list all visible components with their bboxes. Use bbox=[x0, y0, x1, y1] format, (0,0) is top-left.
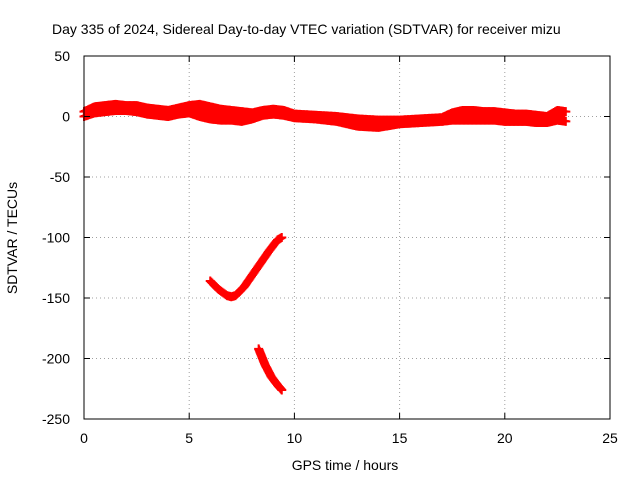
y-tick-label: -100 bbox=[42, 230, 70, 246]
x-tick-label: 20 bbox=[497, 430, 513, 446]
chart-title: Day 335 of 2024, Sidereal Day-to-day VTE… bbox=[52, 21, 561, 37]
x-tick-label: 25 bbox=[602, 430, 618, 446]
y-tick-label: -200 bbox=[42, 351, 70, 367]
data-point-series-2 bbox=[561, 116, 571, 126]
x-tick-label: 0 bbox=[80, 430, 88, 446]
y-tick-label: 0 bbox=[62, 109, 70, 125]
y-tick-label: -50 bbox=[50, 169, 70, 185]
x-tick-label: 15 bbox=[392, 430, 408, 446]
x-axis-label: GPS time / hours bbox=[292, 457, 399, 473]
y-tick-label: -150 bbox=[42, 290, 70, 306]
y-axis-label: SDTVAR / TECUs bbox=[4, 182, 20, 294]
data-point-series-4 bbox=[277, 385, 287, 395]
y-tick-label: 50 bbox=[54, 48, 70, 64]
axis-ticks: 0 5 10 15 20 25 50 0 -50 -100 -150 -200 -250 bbox=[42, 48, 618, 446]
data-point-series-3 bbox=[277, 233, 287, 242]
y-tick-label: -250 bbox=[42, 411, 70, 427]
x-tick-label: 5 bbox=[185, 430, 193, 446]
data-points bbox=[79, 99, 571, 395]
x-tick-label: 10 bbox=[287, 430, 303, 446]
